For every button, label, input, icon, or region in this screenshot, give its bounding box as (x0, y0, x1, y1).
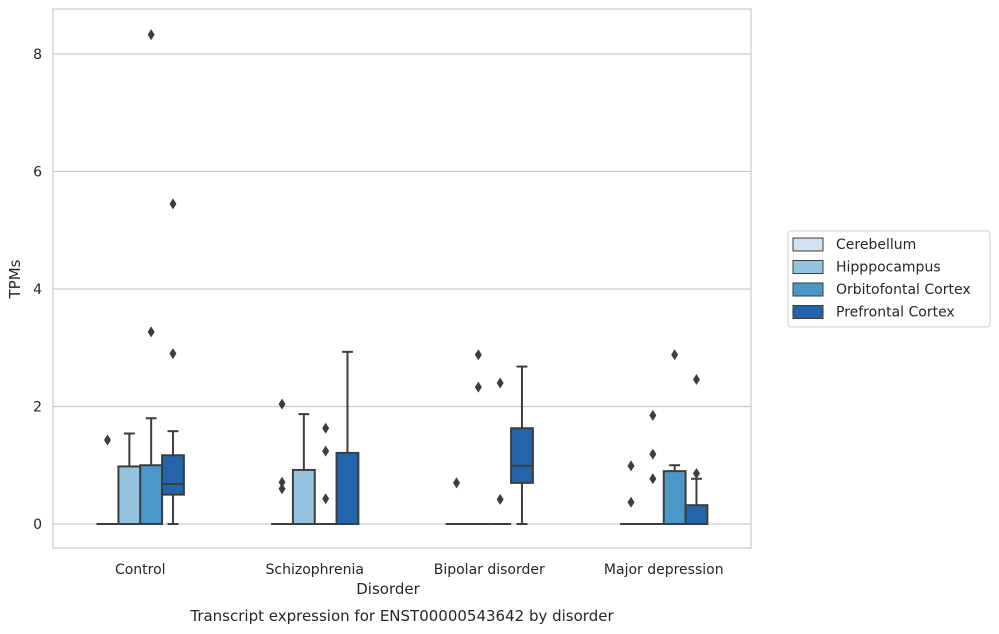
box-orbitofontal-cortex-schizophrenia (314, 422, 337, 525)
box-prefrontal-cortex-schizophrenia (335, 350, 360, 526)
legend: Cerebellum Hipppocampus Orbitofontal Corte… (787, 230, 991, 328)
outlier-point (147, 29, 155, 41)
x-tick-label-bipolar-disorder: Bipolar disorder (434, 562, 545, 578)
outlier-point (649, 473, 657, 485)
box-body (684, 504, 709, 526)
outlier-point (496, 493, 504, 505)
outlier-point (278, 483, 286, 495)
legend-frame (787, 230, 991, 328)
legend-label-orbitofontal-cortex: Orbitofontal Cortex (836, 282, 971, 298)
outlier-point (671, 349, 679, 361)
outlier-point (496, 377, 504, 389)
box-prefrontal-cortex-major-depression (684, 373, 709, 526)
box-cerebellum-major-depression (620, 460, 642, 525)
legend-swatch-hipppocampus (792, 260, 824, 274)
legend-swatch-orbitofontal-cortex (792, 282, 824, 297)
outlier-point (322, 493, 330, 505)
y-axis-ticks: 0 2 4 6 8 (33, 47, 42, 533)
box-orbitofontal-cortex-control (139, 29, 164, 525)
legend-label-prefrontal-cortex: Prefrontal Cortex (836, 305, 955, 321)
outlier-point (474, 349, 482, 361)
y-tick-label-4: 4 (33, 282, 42, 298)
box-hipppocampus-schizophrenia (291, 413, 316, 526)
outlier-point (169, 198, 177, 210)
plot-area-frame (52, 8, 752, 549)
box-cerebellum-control (96, 434, 119, 525)
outlier-point (322, 445, 330, 457)
box-cerebellum-schizophrenia (271, 398, 293, 525)
y-tick-label-6: 6 (33, 165, 42, 181)
legend-label-hipppocampus: Hipppocampus (836, 260, 941, 276)
legend-swatch-prefrontal-cortex (792, 305, 824, 319)
x-tick-label-major-depression: Major depression (604, 562, 724, 578)
legend-swatch-cerebellum (792, 237, 824, 252)
box-prefrontal-cortex-bipolar-disorder (510, 365, 534, 525)
box-prefrontal-cortex-control (161, 198, 185, 525)
box-cerebellum-bipolar-disorder (445, 477, 468, 525)
box-body (117, 465, 142, 525)
outlier-point (453, 477, 461, 489)
x-axis-label: Disorder (356, 580, 420, 598)
box-body (662, 470, 687, 525)
box-body (139, 464, 164, 525)
y-tick-label-8: 8 (33, 47, 42, 63)
legend-label-cerebellum: Cerebellum (836, 237, 916, 253)
box-orbitofontal-cortex-major-depression (662, 349, 687, 525)
y-tick-label-0: 0 (33, 517, 42, 533)
outlier-point (474, 381, 482, 393)
box-body (510, 427, 534, 484)
outlier-point (104, 434, 112, 446)
outlier-point (692, 373, 700, 385)
box-hipppocampus-bipolar-disorder (467, 349, 490, 525)
outlier-point (322, 422, 330, 434)
y-axis-label: TPMs (6, 259, 24, 299)
box-body (335, 451, 360, 526)
outlier-point (169, 348, 177, 360)
outlier-point (278, 476, 286, 488)
outlier-point (278, 398, 286, 410)
outlier-point (649, 448, 657, 460)
x-tick-label-control: Control (115, 562, 166, 578)
y-tick-label-2: 2 (33, 400, 42, 416)
chart-caption: Transcript expression for ENST0000054364… (189, 607, 614, 625)
box-body (161, 454, 185, 496)
box-hipppocampus-major-depression (641, 409, 664, 525)
x-axis-ticks: Control Schizophrenia Bipolar disorder Majo… (115, 562, 724, 578)
outlier-point (627, 460, 635, 472)
outlier-point (692, 467, 700, 479)
outlier-point (147, 326, 155, 338)
x-tick-label-schizophrenia: Schizophrenia (266, 562, 364, 578)
outlier-point (627, 496, 635, 508)
box-series (96, 29, 709, 526)
box-orbitofontal-cortex-bipolar-disorder (489, 377, 512, 525)
outlier-point (649, 409, 657, 421)
box-body (291, 468, 316, 526)
